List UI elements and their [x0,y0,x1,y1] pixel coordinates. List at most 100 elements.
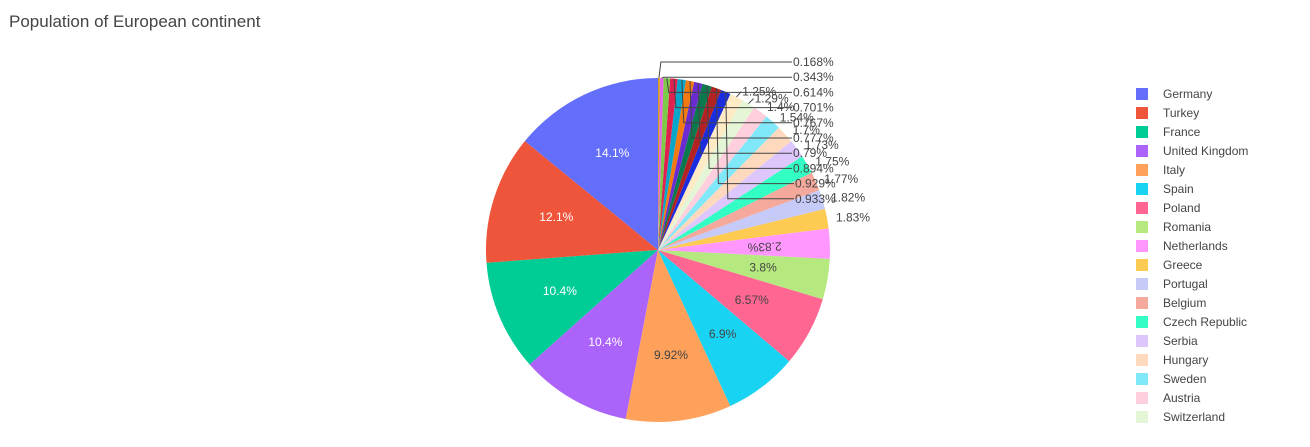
slice-label-outside: 0.614% [793,85,834,99]
legend-item-spain[interactable]: Spain [1136,182,1194,196]
pie-slice-netherlands[interactable] [658,228,830,259]
legend-swatch [1136,88,1148,100]
pie-labels: 14.1% 12.1% 10.4% 10.4% 9.92% 6.9% 6.57% 3.8% 2.… [539,55,870,362]
slice-label-outside: 0.343% [793,70,834,84]
legend-item-united-kingdom[interactable]: United Kingdom [1136,144,1248,158]
legend-label: Serbia [1163,334,1198,348]
slice-label-outside: 1.4% [767,100,795,114]
legend-item-france[interactable]: France [1136,125,1201,139]
pie-slice-turkey[interactable] [486,141,658,263]
pie-slice-item-20[interactable] [658,86,722,250]
legend-item-sweden[interactable]: Sweden [1136,372,1206,386]
leader-line [725,91,794,200]
pie-slice-item-26[interactable] [658,78,671,250]
legend-swatch [1136,392,1148,404]
legend-item-portugal[interactable]: Portugal [1136,277,1208,291]
leader-line [689,80,792,139]
leader-line [658,61,792,79]
legend-label: Germany [1163,87,1212,101]
legend-swatch [1136,335,1148,347]
legend-swatch [1136,107,1148,119]
pie-slice-greece[interactable] [658,208,829,250]
leader-line [748,98,754,105]
legend-label: Turkey [1163,106,1199,120]
pie-slice-france[interactable] [486,250,658,365]
pie-slice-spain[interactable] [658,250,790,407]
legend-item-hungary[interactable]: Hungary [1136,353,1208,367]
slice-label: 6.9% [709,327,737,341]
pie-slice-italy[interactable] [625,250,731,423]
slice-label-outside: 0.777% [793,131,834,145]
pie-slice-item-25[interactable] [658,78,678,251]
leader-line [673,78,792,109]
pie-slice-germany[interactable] [524,78,658,250]
legend-item-italy[interactable]: Italy [1136,163,1185,177]
leader-line [681,79,792,124]
slice-label-outside: 1.73% [805,138,839,152]
leader-line [697,82,792,154]
slice-label-outside: 1.29% [755,92,789,106]
legend-swatch [1136,411,1148,423]
legend-item-germany[interactable]: Germany [1136,87,1212,101]
legend-item-belgium[interactable]: Belgium [1136,296,1206,310]
pie-slice-item-19[interactable] [658,90,731,250]
legend-label: France [1163,125,1201,139]
legend-item-turkey[interactable]: Turkey [1136,106,1199,120]
legend-swatch [1136,373,1148,385]
legend-swatch [1136,278,1148,290]
slice-label: 6.57% [735,293,769,307]
pie-slice-poland[interactable] [658,250,823,362]
legend-label: Poland [1163,201,1200,215]
legend-swatch [1136,354,1148,366]
legend-label: Romania [1163,220,1211,234]
pie-slice-czech-republic[interactable] [658,156,812,250]
slice-label: 3.8% [749,260,777,274]
legend-swatch [1136,202,1148,214]
pie-slice-item-18[interactable] [658,93,743,250]
legend-label: Belgium [1163,296,1206,310]
legend-item-serbia[interactable]: Serbia [1136,334,1198,348]
pie-slice-portugal[interactable] [658,190,826,250]
legend-swatch [1136,297,1148,309]
slice-label-outside: 1.82% [831,191,865,205]
slice-label-outside: 1.25% [742,85,776,99]
legend-swatch [1136,126,1148,138]
legend-label: Switzerland [1163,410,1225,424]
pie-slice-romania[interactable] [658,250,830,300]
legend: Germany Turkey France United Kingdom Italy Sp… [1136,87,1248,424]
legend-item-switzerland[interactable]: Switzerland [1136,410,1225,424]
slice-label: 2.83% [747,239,782,254]
legend-item-romania[interactable]: Romania [1136,220,1211,234]
legend-label: Austria [1163,391,1201,405]
slice-label-outside: 0.933% [795,192,836,206]
pie-slice-united-kingdom[interactable] [529,250,658,419]
pie-slice-item-24[interactable] [658,79,686,250]
legend-item-greece[interactable]: Greece [1136,258,1203,272]
legend-label: Spain [1163,182,1194,196]
slice-label-outside: 0.79% [793,146,827,160]
legend-item-austria[interactable]: Austria [1136,391,1201,405]
legend-swatch [1136,259,1148,271]
chart-title: Population of European continent [9,12,261,31]
legend-swatch [1136,145,1148,157]
pie-slice-hungary[interactable] [658,127,792,250]
legend-item-czech-republic[interactable]: Czech Republic [1136,315,1247,329]
legend-label: Sweden [1163,372,1206,386]
pie-slice-item-27[interactable] [658,78,664,250]
leader-line [706,85,792,169]
slice-label: 14.1% [595,146,629,160]
legend-item-poland[interactable]: Poland [1136,201,1200,215]
legend-swatch [1136,164,1148,176]
legend-label: Netherlands [1163,239,1228,253]
pie-slice-item-21[interactable] [658,83,712,250]
slice-label: 10.4% [588,335,622,349]
pie-slice-austria[interactable] [658,107,767,250]
pie-slice-item-28[interactable] [658,78,660,250]
legend-swatch [1136,316,1148,328]
slice-label-outside: 1.54% [780,110,814,124]
slice-label: 10.4% [543,284,577,298]
leader-line [661,76,792,79]
pie-slice-belgium[interactable] [658,172,820,250]
legend-label: Czech Republic [1163,315,1247,329]
legend-item-netherlands[interactable]: Netherlands [1136,239,1228,253]
